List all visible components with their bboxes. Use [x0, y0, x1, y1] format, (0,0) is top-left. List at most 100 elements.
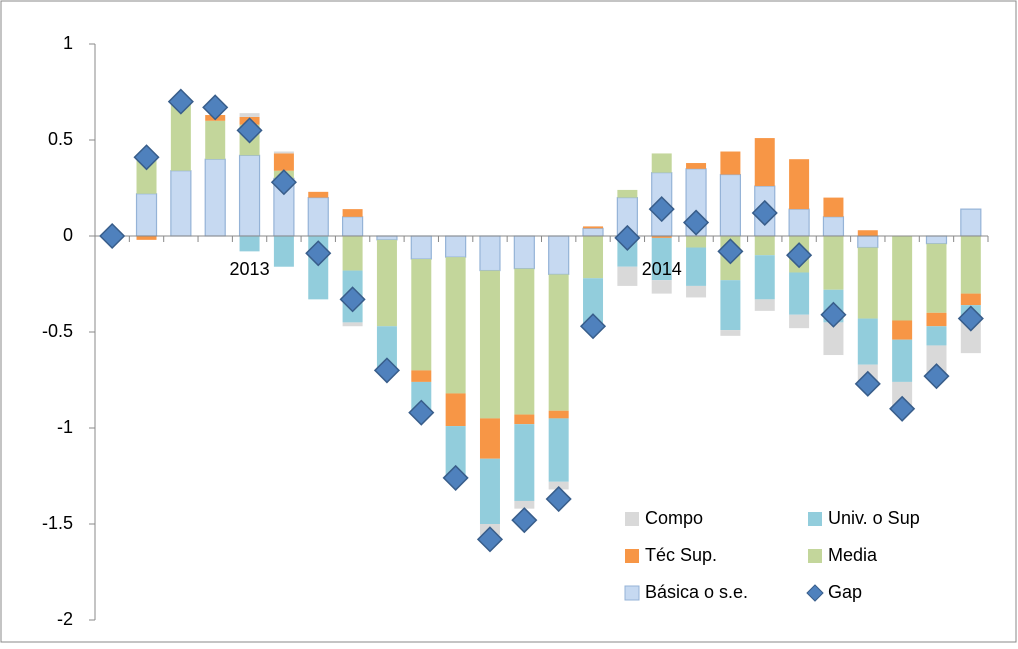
bar-segment: [307, 197, 329, 237]
bar-segment: [617, 266, 638, 286]
bar-segment: [617, 189, 638, 198]
bar-segment: [376, 326, 397, 371]
gap-marker: [923, 363, 950, 390]
bar-segment: [926, 326, 947, 346]
gap-marker: [373, 357, 401, 384]
bar-segment: [857, 318, 878, 365]
bar-segment: [686, 236, 707, 248]
y-tick-label: 0.5: [48, 129, 73, 149]
bar-segment: [238, 154, 261, 237]
bar-segment: [136, 236, 157, 240]
bar-segment: [273, 236, 294, 267]
legend-label: Gap: [828, 582, 862, 602]
bar-segment: [686, 163, 707, 169]
bar-segment: [170, 170, 192, 237]
gap-marker: [270, 169, 297, 196]
bar-segment: [308, 191, 329, 198]
bar-segment: [342, 236, 363, 271]
y-tick-label: 0: [63, 225, 73, 245]
bar-segment: [548, 410, 569, 419]
bar-segment: [925, 235, 948, 245]
gap-marker: [442, 464, 469, 491]
bar-segment: [376, 239, 397, 327]
bar-segment: [239, 236, 260, 252]
gap-marker: [305, 240, 332, 267]
bar-segment: [514, 414, 535, 425]
bar-segment: [479, 235, 501, 272]
legend-label: Univ. o Sup: [828, 508, 920, 528]
y-tick-label: -0.5: [42, 321, 73, 341]
gap-marker: [408, 399, 435, 426]
bar-segment: [789, 272, 810, 315]
legend-swatch: [808, 549, 822, 563]
bar-segment: [445, 235, 467, 258]
gap-marker: [579, 313, 607, 340]
gap-marker: [167, 88, 194, 115]
bar-segment: [651, 153, 672, 173]
legend-swatch: [624, 585, 640, 601]
bar-segment: [754, 236, 775, 256]
x-tick-label: 2013: [230, 259, 270, 279]
bar-segment: [754, 138, 775, 187]
bar-segment: [548, 274, 569, 411]
bar-segment: [170, 101, 191, 171]
bar-segment: [205, 120, 226, 160]
bar-segment: [892, 339, 913, 382]
bar-segment: [960, 208, 982, 237]
bar-segment: [651, 237, 672, 281]
bar-segment: [445, 426, 466, 478]
bar-segment: [583, 226, 604, 229]
gap-marker: [545, 485, 572, 513]
bar-segment: [445, 393, 466, 427]
gap-marker: [236, 117, 263, 144]
gap-marker: [511, 507, 538, 534]
bar-segment: [960, 236, 981, 294]
x-tick-label: 2014: [642, 259, 682, 279]
bar-segment: [926, 312, 947, 327]
bar-segment: [686, 285, 707, 298]
bar-segment: [239, 113, 260, 117]
bar-segment: [720, 151, 741, 175]
bar-segment: [342, 322, 363, 327]
gap-marker: [751, 199, 778, 227]
bar-segment: [273, 151, 294, 154]
bar-segment: [823, 322, 844, 356]
bar-segment: [720, 330, 741, 336]
bar-segment: [651, 236, 672, 238]
bar-segment: [514, 268, 535, 415]
gap-marker: [786, 242, 813, 269]
bar-segment: [892, 236, 913, 321]
bar-segment: [960, 318, 981, 354]
bar-segment: [686, 247, 707, 286]
bar-segment: [136, 159, 157, 194]
bar-segment: [892, 320, 913, 340]
legend-label: Media: [828, 545, 878, 565]
bar-segment: [960, 293, 981, 306]
bar-segment: [410, 235, 432, 260]
bar-segment: [341, 216, 364, 237]
gap-marker: [614, 224, 641, 251]
legend-label: Téc Sup.: [645, 545, 717, 565]
bar-segment: [789, 159, 810, 210]
gap-marker: [957, 305, 984, 332]
bar-segment: [926, 243, 947, 313]
bar-segment: [720, 280, 741, 331]
bar-segment: [479, 418, 500, 459]
bar-segment: [823, 236, 844, 290]
bar-segment: [411, 259, 432, 371]
bar-segment: [513, 235, 535, 270]
bar-segment: [822, 216, 845, 237]
gap-marker: [339, 286, 366, 313]
bar-segment: [823, 197, 844, 217]
gap-marker: [648, 196, 675, 223]
gap-marker: [133, 144, 160, 171]
y-tick-label: -1.5: [42, 513, 73, 533]
bar-segment: [788, 208, 810, 237]
gap-marker: [717, 238, 744, 265]
bar-segment: [857, 230, 878, 236]
legend-label: Básica o s.e.: [645, 582, 748, 602]
bar-segment: [479, 458, 500, 524]
bar-segment: [548, 235, 570, 276]
